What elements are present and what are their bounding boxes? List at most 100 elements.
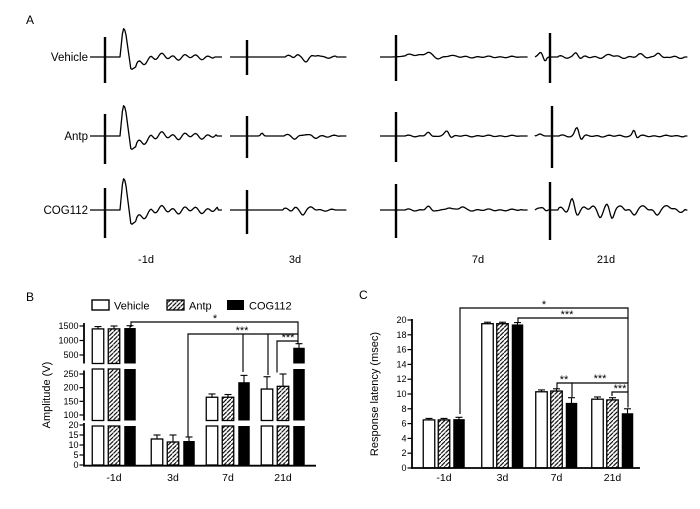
b-bar-21d-cog112 [293,426,305,465]
b-x-label-21d: 21d [274,472,292,484]
b-y-tick-label-5: 5 [73,450,78,460]
c-y-tick-label-4: 4 [401,433,406,443]
trace-vehicle-7d [380,51,528,60]
b-bar-21d-antp [276,385,290,422]
legend-label-cog112: COG112 [249,301,292,313]
b-y-tick-label-150: 150 [63,396,78,406]
b-y-tick-label-10: 10 [68,440,78,450]
c-y-tick-label-0: 0 [401,463,406,473]
b-x-label--1d: -1d [106,472,121,484]
trace-row-label-vehicle: Vehicle [51,52,88,64]
trace-antp--1d [90,105,222,150]
b-bar-21d-antp [276,425,290,466]
c-x-label--1d: -1d [436,472,451,484]
b-y-tick-label-250: 250 [63,369,78,379]
c-sig-bracket-4 [611,391,629,408]
c-bar-7d-vehicle [535,391,548,469]
legend-swatch-cog112 [227,300,244,310]
trace-cog112-21d [534,197,688,219]
c-sig-bracket-1 [517,317,629,383]
trace-antp-7d [380,130,528,138]
c-sig-bracket-0 [459,307,629,414]
panel-b-letter: B [26,290,34,304]
panel-a-letter: A [26,13,34,27]
c-x-label-3d: 3d [497,472,509,484]
c-y-axis-title: Response latency (msec) [369,332,381,456]
legend-label-vehicle: Vehicle [114,301,149,313]
c-bar--1d-cog112 [453,419,465,468]
c-y-tick-label-18: 18 [396,330,406,340]
c-bar-21d-vehicle [591,398,604,469]
b-y-tick-label-1500: 1500 [58,321,78,331]
c-y-tick-label-12: 12 [396,374,406,384]
trace-col-label-21d: 21d [597,254,615,266]
b-bar-7d-cog112 [238,426,250,465]
c-y-tick-label-8: 8 [401,404,406,414]
b-x-label-7d: 7d [222,472,234,484]
c-y-tick-label-20: 20 [396,315,406,325]
c-x-label-21d: 21d [604,472,622,484]
c-sig-bracket-2 [556,382,573,397]
legend-swatch-antp [166,299,185,311]
trace-cog112-7d [380,205,528,212]
b-sig-label-2: *** [282,332,296,344]
b-y-tick-label-15: 15 [68,430,78,440]
panel-c-letter: C [359,288,368,302]
b-sig-label-1: *** [236,325,250,337]
b-x-label-3d: 3d [167,472,179,484]
b-bar-3d-vehicle [150,438,164,466]
c-sig-label-0: * [542,299,547,311]
c-sig-label-4: *** [614,383,628,395]
b-bar--1d-vehicle [91,368,105,422]
legend-label-antp: Antp [189,301,212,313]
trace-vehicle--1d [90,28,222,70]
c-bar-3d-vehicle [481,323,494,469]
c-sig-bracket-3 [572,382,629,392]
trace-antp-3d [230,132,347,140]
c-bar-21d-cog112 [621,413,634,468]
c-sig-label-3: *** [594,373,608,385]
c-bar-7d-antp [550,390,563,469]
b-y-tick-label-100: 100 [63,410,78,420]
b-y-tick-label-500: 500 [63,350,78,360]
b-bar-21d-cog112 [293,369,305,421]
b-bar-7d-vehicle [205,425,219,466]
b-bar-7d-vehicle [205,396,219,422]
b-sig-bracket-0 [130,321,299,344]
trace-col-label-minus1d: -1d [138,254,154,266]
b-bar-7d-cog112 [238,382,250,421]
b-bar--1d-antp [107,425,121,466]
c-bar--1d-antp [437,419,451,469]
b-bar-7d-antp [221,396,235,422]
c-bar-3d-cog112 [511,324,524,468]
b-bar--1d-antp [107,368,121,422]
b-y-tick-label-0: 0 [73,460,78,470]
c-y-tick-label-6: 6 [401,419,406,429]
trace-row-label-antp: Antp [64,131,88,143]
b-y-tick-label-20: 20 [68,420,78,430]
b-bar-3d-cog112 [183,441,195,465]
c-x-label-7d: 7d [551,472,563,484]
b-bar--1d-vehicle [91,425,105,466]
c-bar-21d-antp [606,399,619,469]
b-bar-7d-antp [221,425,235,466]
trace-cog112--1d [90,178,222,225]
c-y-tick-label-14: 14 [396,359,406,369]
b-bar--1d-cog112 [124,369,136,421]
c-bar-3d-antp [496,323,509,469]
b-bar-3d-antp [166,441,180,466]
c-sig-label-2: ** [560,374,569,386]
c-sig-label-1: *** [561,309,575,321]
b-bar--1d-cog112 [124,328,136,364]
c-y-tick-label-10: 10 [396,389,406,399]
b-sig-bracket-2 [276,340,298,373]
c-y-tick-label-16: 16 [396,345,406,355]
trace-col-label-7d: 7d [472,254,484,266]
c-bar--1d-vehicle [422,419,436,469]
trace-antp-21d [534,126,688,140]
b-bar--1d-cog112 [124,426,136,465]
b-sig-label-0: * [213,313,218,325]
